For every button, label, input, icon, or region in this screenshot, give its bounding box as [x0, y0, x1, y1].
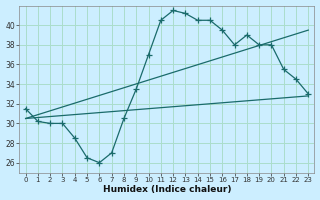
X-axis label: Humidex (Indice chaleur): Humidex (Indice chaleur) [103, 185, 231, 194]
